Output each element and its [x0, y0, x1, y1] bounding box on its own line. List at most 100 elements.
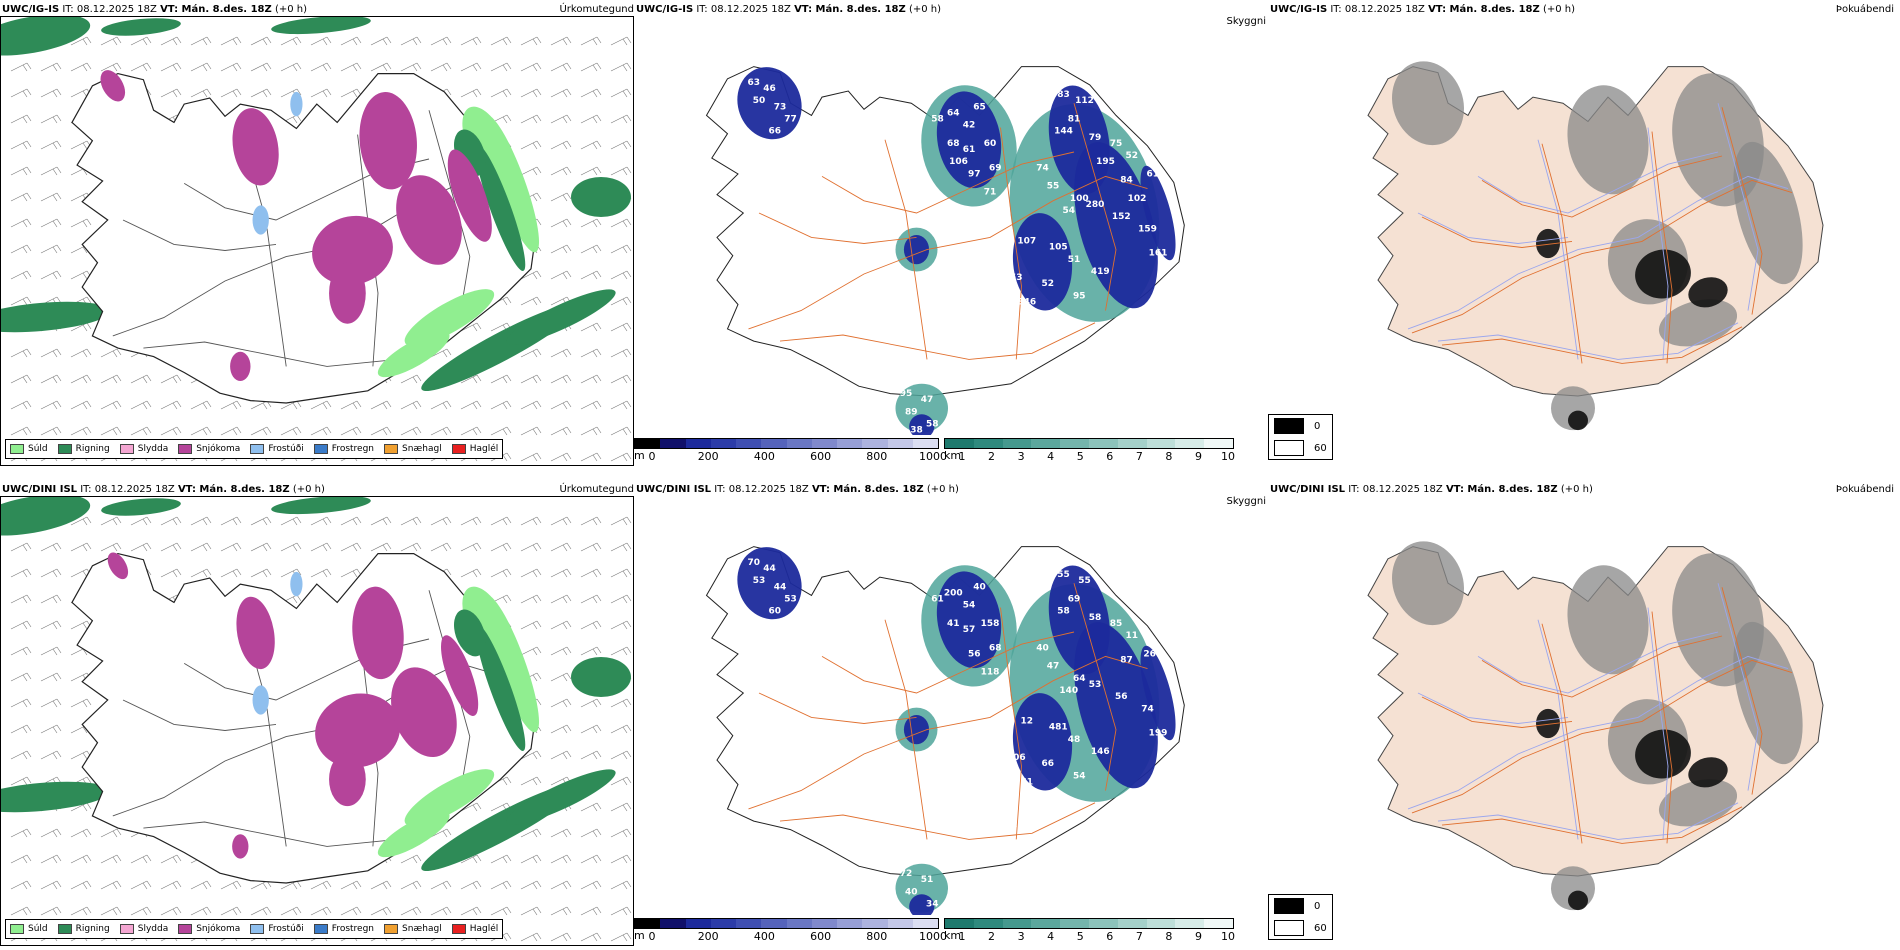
- legend-item: Frostúði: [250, 444, 304, 454]
- legend-label: Snjókoma: [196, 924, 241, 934]
- wind-barb: [280, 62, 302, 72]
- wind-barb: [70, 348, 92, 358]
- colorbar-tick: 2: [988, 930, 996, 943]
- wind-barb: [610, 166, 632, 176]
- wind-barb: [220, 906, 242, 916]
- cloud-base-label: 65: [973, 102, 986, 112]
- precip-map: [1, 497, 632, 942]
- wind-barb: [190, 88, 212, 98]
- wind-barb: [160, 400, 182, 410]
- cloud-base-label: 69: [1068, 595, 1081, 605]
- wind-barb: [370, 906, 392, 916]
- cloud-base-label: 77: [784, 115, 797, 125]
- wind-barb: [520, 62, 542, 72]
- fog-legend-swatch: [1274, 898, 1304, 914]
- wind-barb: [400, 542, 422, 552]
- drizzle-area: [404, 769, 495, 827]
- wind-barb: [250, 36, 272, 46]
- cloud-base-label: 55: [1078, 576, 1091, 586]
- wind-barb: [340, 88, 362, 98]
- wind-barb: [460, 880, 482, 890]
- wind-barb: [250, 568, 272, 578]
- colorbar-cell: [1117, 439, 1147, 448]
- wind-barb: [400, 426, 422, 436]
- wind-barb: [340, 880, 362, 890]
- wind-barb: [70, 854, 92, 864]
- wind-barb: [460, 568, 482, 578]
- wind-barb: [100, 828, 122, 838]
- wind-barb: [490, 906, 512, 916]
- wind-barb: [40, 88, 62, 98]
- fog-area: [1567, 85, 1649, 195]
- wind-barb: [100, 400, 122, 410]
- low-cloud-area: [903, 714, 930, 745]
- legend-swatch: [313, 924, 328, 934]
- wind-barb: [70, 542, 92, 552]
- wind-barb: [550, 698, 572, 708]
- wind-barb: [10, 724, 32, 734]
- colorbar-cell: [635, 439, 661, 448]
- legend-item: Frostúði: [250, 924, 304, 934]
- wind-barb: [10, 218, 32, 228]
- colorbar-tick: 7: [1135, 930, 1143, 943]
- colorbar-tick: 1000: [919, 930, 947, 943]
- wind-barb: [400, 374, 422, 384]
- wind-barb: [430, 36, 452, 46]
- wind-barb: [190, 36, 212, 46]
- wind-barb: [610, 270, 632, 280]
- rain-area: [453, 609, 486, 657]
- wind-barb: [460, 906, 482, 916]
- precip-type-panel-1: UWC/IG-IS IT: 08.12.2025 18Z VT: Mán. 8.…: [0, 0, 640, 470]
- wind-barb: [100, 542, 122, 552]
- legend-label: Haglél: [469, 444, 499, 454]
- wind-barb: [10, 88, 32, 98]
- wind-barb: [610, 932, 632, 942]
- road-line: [1721, 107, 1763, 315]
- wind-barb: [160, 88, 182, 98]
- wind-barb: [460, 516, 482, 526]
- wind-barb: [430, 62, 452, 72]
- wind-barb: [580, 322, 602, 332]
- colorbar-ticks: 0 200 400 600 800 1000: [649, 929, 948, 943]
- wind-barb: [400, 854, 422, 864]
- wind-barb: [190, 62, 212, 72]
- colorbar-cell: [1146, 439, 1176, 448]
- wind-barb: [10, 906, 32, 916]
- road-line: [1647, 607, 1669, 840]
- legend-label: Frostúði: [268, 924, 304, 934]
- cloud-base-label: 61: [931, 595, 944, 605]
- snow-area: [236, 596, 275, 670]
- wind-barb: [40, 140, 62, 150]
- wind-barb: [550, 348, 572, 358]
- wind-barb: [190, 400, 212, 410]
- cloud-base-label: 77: [1036, 808, 1049, 818]
- colorbar-cell: [1088, 919, 1118, 928]
- wind-barb: [580, 646, 602, 656]
- wind-barb: [490, 516, 512, 526]
- legend-label: Haglél: [469, 924, 499, 934]
- wind-barb: [40, 854, 62, 864]
- colorbar-cell: [1060, 919, 1089, 928]
- snow-area: [352, 586, 404, 680]
- cloud-base-label: 41: [947, 619, 960, 629]
- cloud-base-label: 44: [763, 564, 776, 574]
- wind-barb: [580, 516, 602, 526]
- colorbar-tick: 0: [648, 450, 656, 463]
- wind-barb: [550, 646, 572, 656]
- wind-barb: [220, 542, 242, 552]
- colorbar-unit: m: [634, 929, 645, 942]
- fog-panel-2: UWC/DINI ISL IT: 08.12.2025 18Z VT: Mán.…: [1268, 480, 1900, 946]
- wind-barb: [430, 828, 452, 838]
- cloud-base-label: 48: [1068, 735, 1081, 745]
- cloud-base-label: 65: [779, 139, 792, 149]
- fog-area: [1658, 299, 1738, 347]
- colorbar-cell: [1146, 919, 1176, 928]
- wind-barb: [310, 542, 332, 552]
- wind-barb: [460, 322, 482, 332]
- colorbar-cell: [1002, 439, 1032, 448]
- wind-barb: [520, 270, 542, 280]
- dense-fog-area: [1635, 729, 1691, 779]
- road-line: [1073, 583, 1117, 791]
- cloud-base-label: 55: [1057, 570, 1070, 580]
- colorbar-cell: [887, 919, 913, 928]
